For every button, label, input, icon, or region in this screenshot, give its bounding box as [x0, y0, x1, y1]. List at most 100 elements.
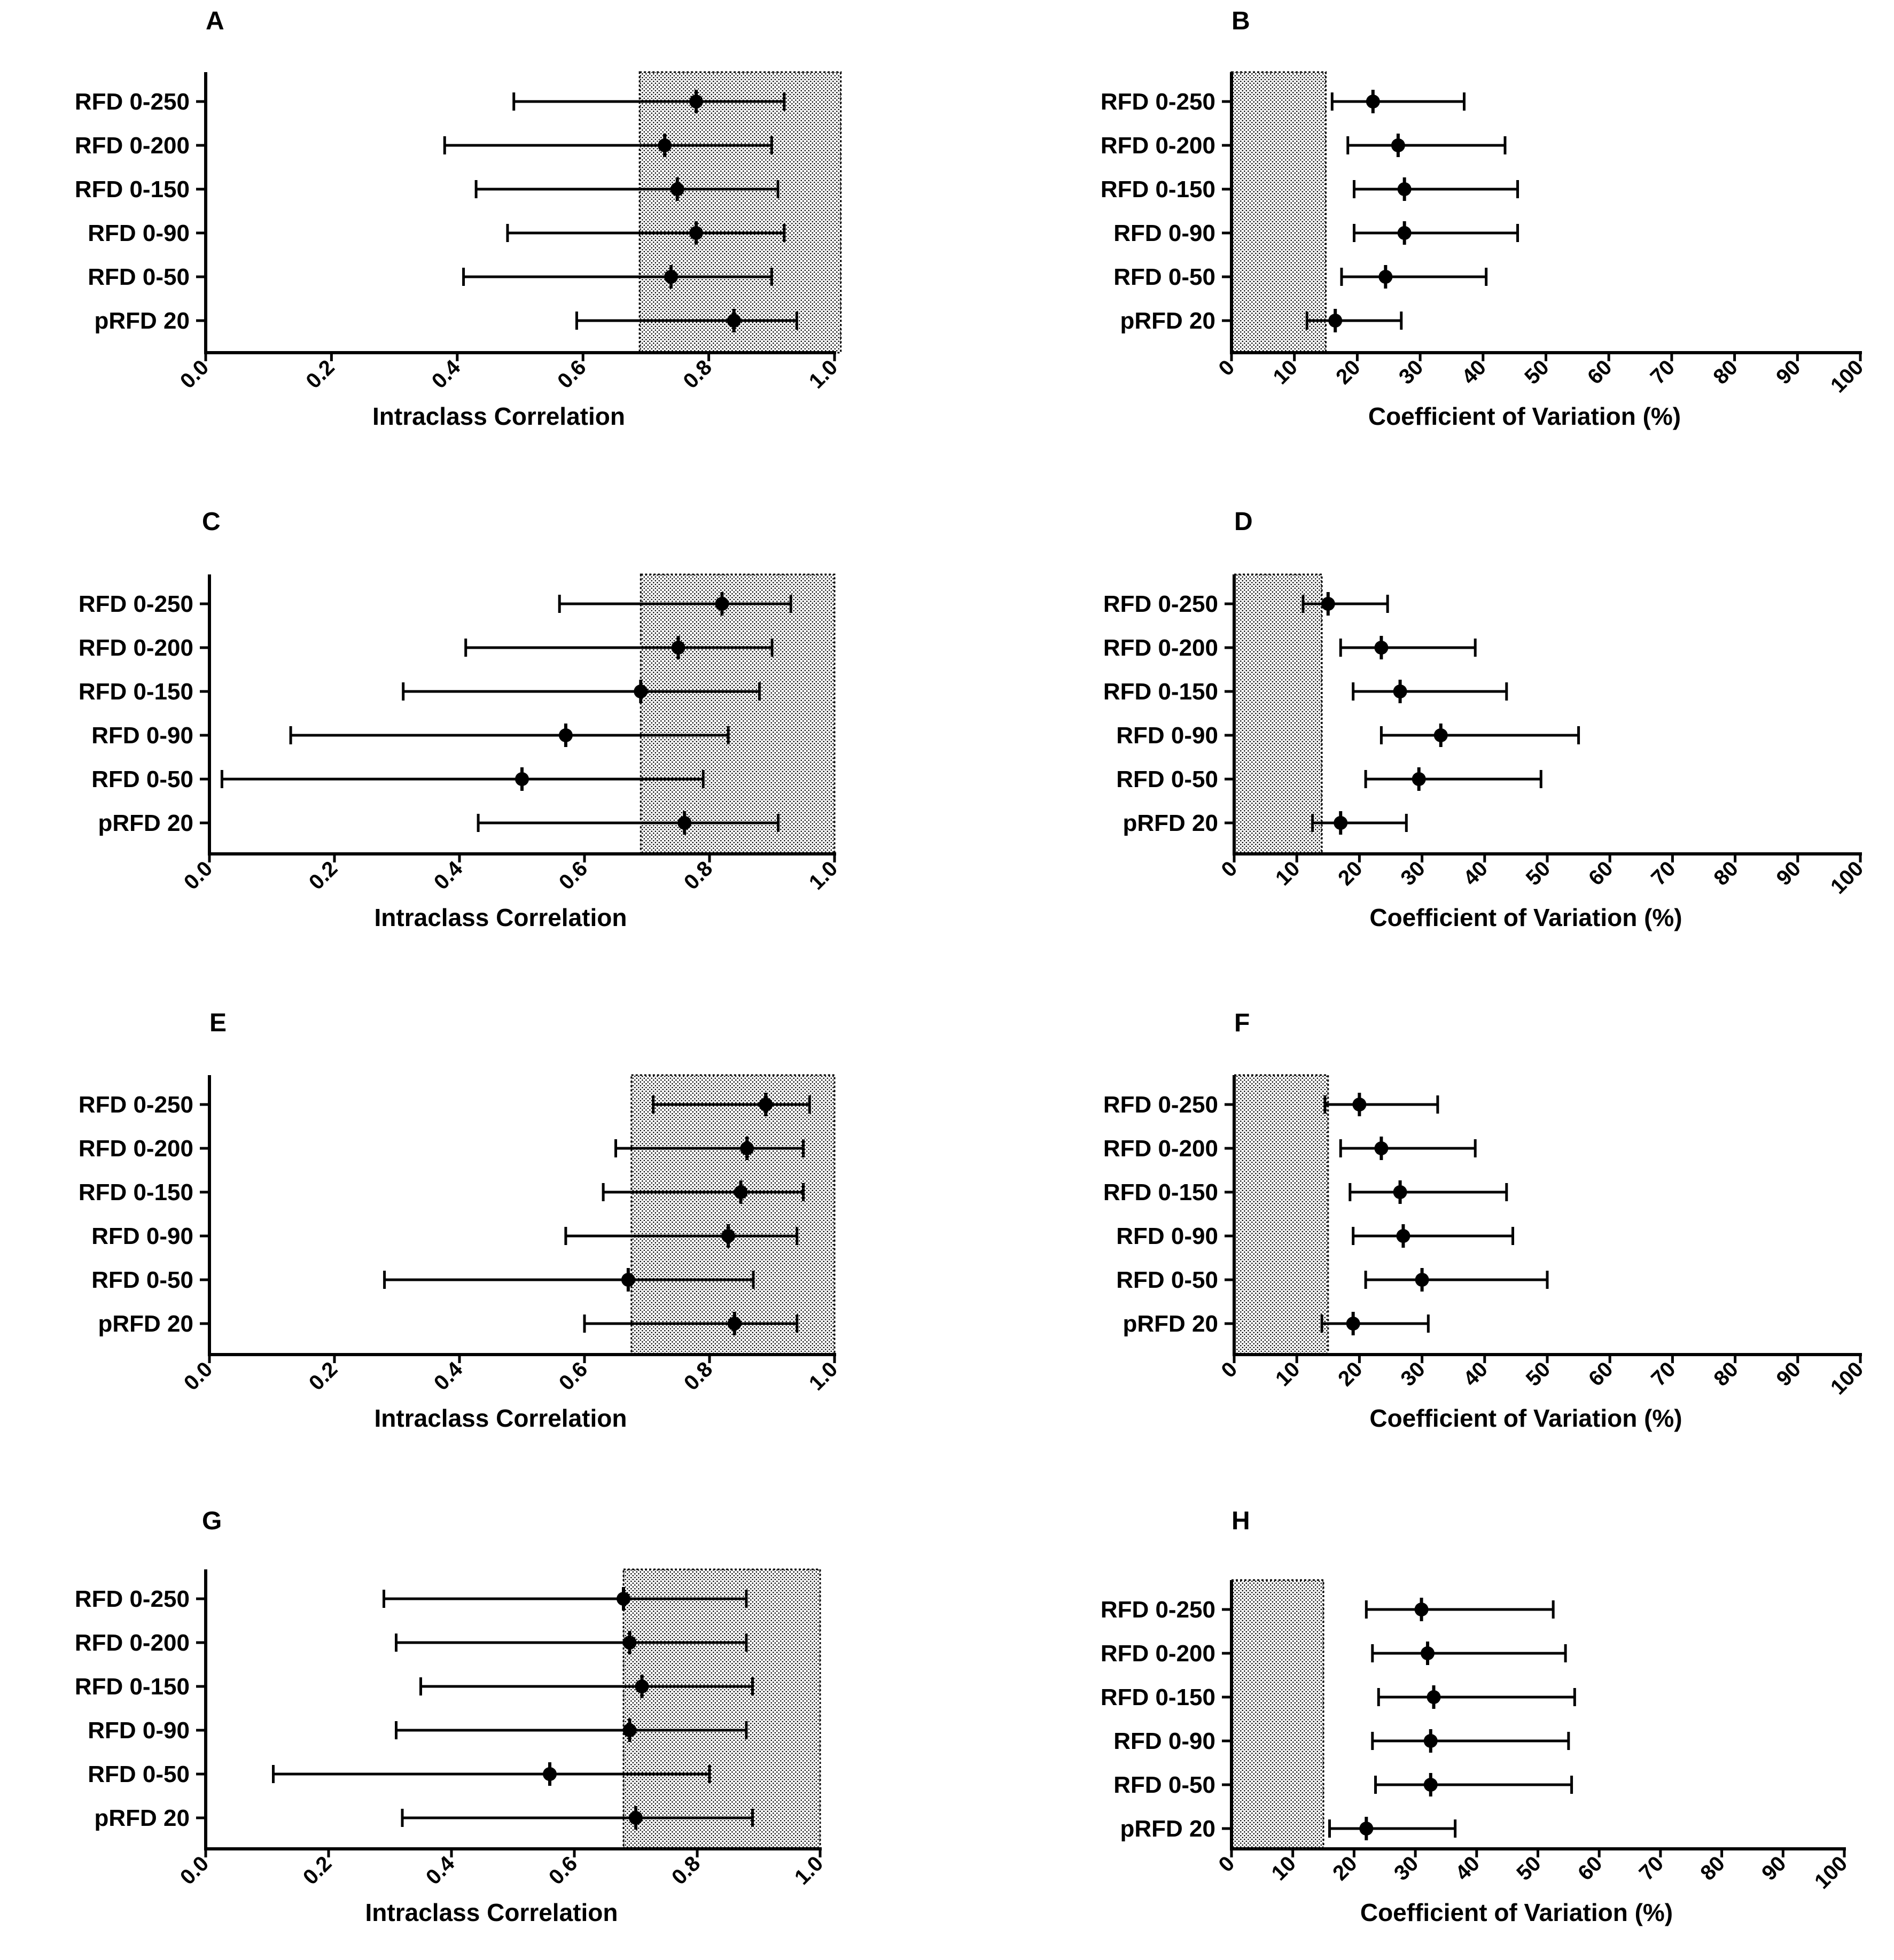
estimate-point [629, 1811, 643, 1825]
category-label: pRFD 20 [1120, 308, 1215, 334]
category-label: RFD 0-90 [1113, 1728, 1215, 1754]
category-label: RFD 0-200 [1101, 1640, 1215, 1667]
x-tick-label: 10 [1271, 857, 1305, 890]
x-tick-label: 0.2 [305, 1357, 342, 1395]
chart-panel-f: 0 10 20 30 40 50 60 70 80 90 100 Coefficient of Var… [1103, 1009, 1868, 1432]
x-tick-label: 50 [1520, 355, 1554, 389]
category-label: RFD 0-90 [88, 220, 190, 246]
x-tick-label: 0.2 [305, 857, 342, 894]
estimate-point [621, 1273, 635, 1287]
estimate-point [740, 1141, 754, 1155]
estimate-point [1391, 138, 1405, 152]
category-label: pRFD 20 [98, 1311, 193, 1337]
x-tick-label: 90 [1757, 1852, 1791, 1885]
estimate-point [759, 1098, 773, 1111]
panel-label: D [1234, 508, 1253, 536]
x-axis-title: Intraclass Correlation [375, 904, 627, 931]
x-tick-label: 100 [1826, 355, 1868, 397]
category-label: RFD 0-200 [1101, 133, 1215, 159]
estimate-point [1346, 1317, 1360, 1331]
estimate-point [1397, 182, 1412, 196]
x-tick-label: 20 [1328, 1852, 1362, 1885]
x-tick-label: 0.8 [680, 1357, 717, 1395]
shaded-region [1230, 71, 1327, 354]
shaded-region [638, 71, 842, 354]
category-label: RFD 0-250 [75, 89, 190, 115]
x-tick-label: 70 [1647, 857, 1680, 890]
estimate-point [715, 597, 729, 611]
x-tick-label: 0.2 [301, 355, 339, 393]
category-label: RFD 0-90 [1116, 1223, 1218, 1249]
category-label: RFD 0-250 [79, 591, 193, 617]
x-tick-label: 100 [1826, 1357, 1868, 1399]
x-tick-label: 0.0 [180, 1357, 217, 1395]
x-tick-label: 40 [1459, 857, 1493, 890]
estimate-point [1412, 772, 1426, 786]
x-tick-label: 70 [1635, 1852, 1669, 1885]
category-label: RFD 0-50 [88, 1761, 190, 1787]
category-label: RFD 0-150 [75, 1674, 190, 1700]
estimate-point [721, 1229, 736, 1243]
estimate-point [635, 1679, 649, 1693]
category-label: pRFD 20 [1123, 810, 1218, 836]
x-tick-label: 80 [1709, 1357, 1743, 1391]
category-label: RFD 0-50 [88, 264, 190, 290]
category-label: RFD 0-150 [79, 1179, 193, 1205]
x-tick-label: 70 [1647, 1357, 1680, 1391]
chart-panel-g: 0.0 0.2 0.4 0.6 0.8 1.0 Intraclass Correlation… [75, 1507, 828, 1926]
estimate-point [677, 816, 692, 830]
category-label: RFD 0-200 [75, 1630, 190, 1656]
category-label: RFD 0-90 [1116, 722, 1218, 749]
estimate-point [1433, 728, 1448, 742]
category-label: RFD 0-50 [1116, 1267, 1218, 1293]
x-tick-label: 1.0 [805, 355, 842, 393]
category-label: RFD 0-200 [75, 133, 190, 159]
x-tick-label: 0.4 [430, 857, 467, 895]
x-tick-label: 20 [1334, 857, 1367, 890]
x-tick-label: 0.4 [427, 355, 465, 393]
x-tick-label: 0.8 [667, 1852, 705, 1889]
category-label: RFD 0-250 [79, 1092, 193, 1118]
category-label: RFD 0-90 [91, 1223, 193, 1249]
category-label: pRFD 20 [1120, 1816, 1215, 1842]
x-tick-label: 70 [1646, 355, 1680, 389]
category-label: RFD 0-250 [1103, 1092, 1218, 1118]
estimate-point [671, 641, 685, 655]
category-label: RFD 0-50 [91, 766, 193, 792]
estimate-point [622, 1636, 637, 1650]
panel-label: F [1234, 1009, 1250, 1037]
shaded-region [1233, 1074, 1329, 1356]
shaded-region [1233, 573, 1323, 855]
x-tick-label: 20 [1334, 1357, 1367, 1391]
x-tick-label: 0 [1214, 355, 1240, 380]
x-tick-label: 1.0 [805, 857, 842, 894]
category-label: RFD 0-250 [1101, 1597, 1215, 1623]
panel-label: C [202, 508, 221, 536]
chart-panel-a: 0.0 0.2 0.4 0.6 0.8 1.0 Intraclass Correlation… [75, 7, 843, 430]
x-axis-title: Coefficient of Variation (%) [1360, 1899, 1673, 1926]
x-tick-label: 0 [1217, 857, 1242, 882]
estimate-point [689, 95, 704, 108]
panel-label: G [202, 1507, 222, 1535]
estimate-point [734, 1185, 748, 1199]
estimate-point [634, 685, 648, 698]
estimate-point [558, 728, 573, 742]
x-axis-title: Intraclass Correlation [375, 1404, 627, 1432]
panel-label: A [206, 7, 224, 35]
category-label: RFD 0-250 [75, 1586, 190, 1612]
estimate-point [1397, 226, 1412, 240]
x-tick-label: 100 [1810, 1852, 1852, 1893]
x-tick-label: 30 [1396, 1357, 1430, 1391]
x-tick-label: 30 [1396, 857, 1430, 890]
x-tick-label: 0.6 [555, 1357, 592, 1395]
estimate-point [515, 772, 529, 786]
x-tick-label: 80 [1696, 1852, 1729, 1885]
estimate-point [1414, 1603, 1429, 1616]
x-tick-label: 80 [1709, 857, 1743, 890]
category-label: pRFD 20 [98, 810, 193, 836]
x-tick-label: 60 [1573, 1852, 1607, 1885]
x-tick-label: 0.6 [553, 355, 590, 393]
category-label: RFD 0-50 [1113, 1772, 1215, 1798]
x-tick-label: 80 [1709, 355, 1742, 389]
x-tick-label: 0.8 [679, 355, 716, 393]
